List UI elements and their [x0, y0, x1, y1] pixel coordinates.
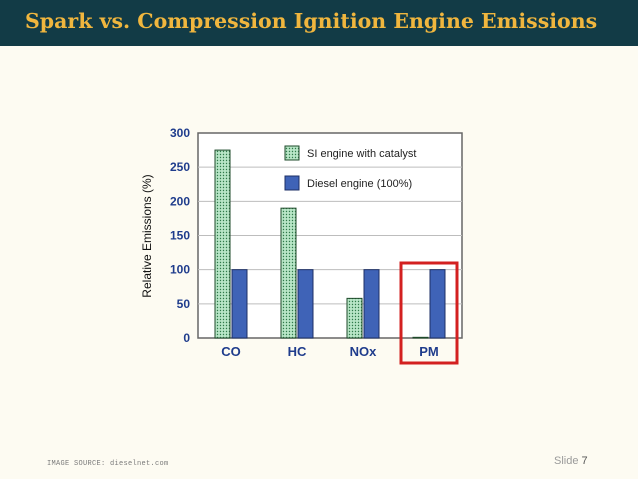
diesel-bar-co: [231, 269, 248, 339]
si-bar-nox: [346, 297, 363, 339]
si-bar-hc: [280, 207, 297, 339]
legend-swatch: [284, 145, 300, 161]
x-tick-label: NOx: [350, 344, 378, 359]
x-tick-label: CO: [221, 344, 241, 359]
slide-label: Slide: [554, 455, 579, 467]
diesel-bar-pm: [429, 269, 446, 339]
y-tick-label: 250: [170, 160, 190, 174]
y-tick-label: 100: [170, 263, 190, 277]
y-axis-label: Relative Emissions (%): [140, 174, 154, 297]
legend-swatch: [284, 175, 300, 191]
slide-number-label: Slide 7: [554, 455, 588, 467]
legend-label: Diesel engine (100%): [307, 178, 412, 190]
slide-number: 7: [581, 455, 588, 467]
y-tick-label: 0: [183, 331, 190, 345]
y-tick-label: 50: [177, 297, 191, 311]
si-bar-pm: [412, 336, 429, 339]
legend-label: SI engine with catalyst: [307, 148, 416, 160]
title-bar: [0, 0, 638, 46]
slide-title: Spark vs. Compression Ignition Engine Em…: [25, 9, 598, 33]
y-tick-label: 150: [170, 229, 190, 243]
diesel-bar-nox: [363, 269, 380, 339]
x-tick-label: HC: [288, 344, 307, 359]
pm-highlight-box: [399, 261, 459, 365]
y-tick-label: 200: [170, 194, 190, 208]
y-tick-label: 300: [170, 126, 190, 140]
image-source: IMAGE SOURCE: dieselnet.com: [47, 460, 169, 468]
diesel-bar-hc: [297, 269, 314, 339]
si-bar-co: [214, 149, 231, 339]
x-tick-label: PM: [419, 344, 439, 359]
